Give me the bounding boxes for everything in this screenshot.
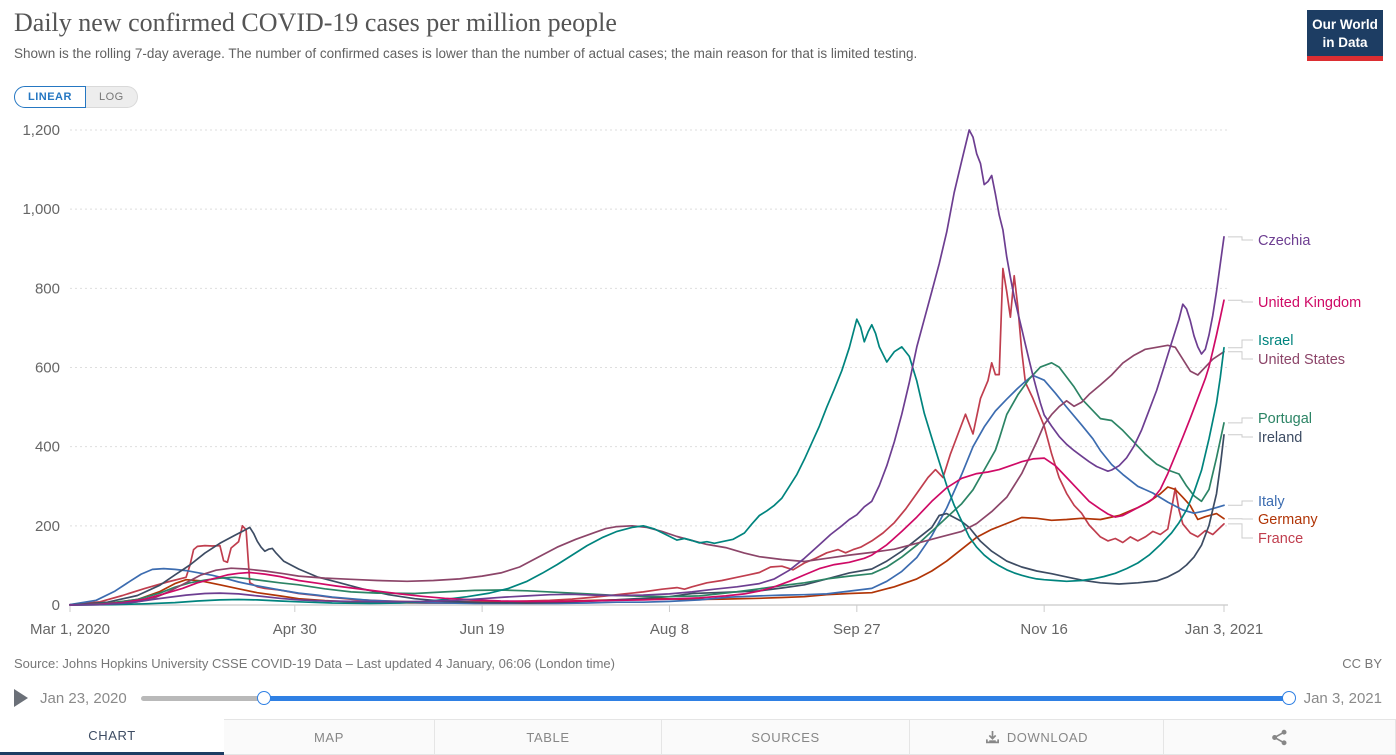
- tab-bar: CHART MAP TABLE SOURCES DOWNLOAD: [0, 719, 1396, 755]
- x-axis: Mar 1, 2020 Apr 30 Jun 19 Aug 8 Sep 27 Nov 16…: [30, 605, 1263, 638]
- linear-button[interactable]: LINEAR: [14, 86, 86, 108]
- share-icon: [1272, 729, 1287, 745]
- timeline: Jan 23, 2020 Jan 3, 2021: [14, 683, 1382, 713]
- series-line-italy[interactable]: [69, 374, 1225, 606]
- timeline-track-unselected[interactable]: [140, 695, 264, 701]
- timeline-end-handle[interactable]: [1281, 690, 1296, 705]
- tab-sources[interactable]: SOURCES: [662, 719, 910, 755]
- y-gridlines: 0 200 400 600 800 1,000 1,200: [22, 122, 1228, 614]
- series-label-ireland[interactable]: Ireland: [1258, 430, 1302, 446]
- play-icon[interactable]: [14, 689, 28, 707]
- label-connector: [1228, 523, 1253, 539]
- owid-logo-line1: Our World: [1312, 17, 1378, 32]
- tab-chart[interactable]: CHART: [0, 719, 224, 755]
- download-icon: [985, 730, 999, 743]
- series-line-united-states[interactable]: [69, 344, 1225, 606]
- tab-download[interactable]: DOWNLOAD: [910, 719, 1164, 755]
- series-label-portugal[interactable]: Portugal: [1258, 411, 1312, 427]
- series-label-israel[interactable]: Israel: [1258, 333, 1293, 349]
- license-note: CC BY: [1342, 656, 1382, 671]
- tab-map[interactable]: MAP: [224, 719, 435, 755]
- label-connector: [1228, 434, 1253, 438]
- timeline-slider[interactable]: [140, 690, 1296, 705]
- y-tick-label: 200: [35, 518, 60, 535]
- y-tick-label: 400: [35, 439, 60, 456]
- page-subtitle: Shown is the rolling 7-day average. The …: [14, 46, 918, 61]
- series-line-france[interactable]: [69, 267, 1225, 606]
- series-line-czechia[interactable]: [69, 129, 1225, 606]
- x-tick-label: Nov 16: [1020, 621, 1068, 638]
- series-label-italy[interactable]: Italy: [1258, 494, 1285, 510]
- timeline-start-handle[interactable]: [256, 690, 271, 705]
- owid-logo-line2: in Data: [1322, 34, 1368, 50]
- label-connector: [1228, 339, 1253, 349]
- label-connector: [1228, 236, 1253, 241]
- timeline-track-selected[interactable]: [263, 695, 1290, 701]
- timeline-start-label: Jan 23, 2020: [40, 689, 127, 707]
- series-labels: Czechia United Kingdom Israel United States…: [1228, 233, 1361, 547]
- footer-row: Source: Johns Hopkins University CSSE CO…: [14, 656, 1382, 671]
- series-line-germany[interactable]: [69, 486, 1225, 606]
- series-line-portugal[interactable]: [69, 361, 1225, 606]
- scale-toggle: LINEAR LOG: [14, 86, 138, 108]
- label-connector: [1228, 417, 1253, 424]
- series-label-czechia[interactable]: Czechia: [1258, 233, 1311, 249]
- tab-table[interactable]: TABLE: [435, 719, 662, 755]
- series-line-united-kingdom[interactable]: [69, 299, 1225, 606]
- x-tick-label: Aug 8: [650, 621, 689, 638]
- y-tick-label: 800: [35, 280, 60, 297]
- source-note: Source: Johns Hopkins University CSSE CO…: [14, 656, 615, 671]
- x-tick-label: Mar 1, 2020: [30, 621, 110, 638]
- series-line-israel[interactable]: [69, 318, 1225, 606]
- series-lines: [69, 129, 1225, 606]
- y-tick-label: 1,000: [22, 201, 60, 218]
- tab-share[interactable]: [1164, 719, 1396, 755]
- y-tick-label: 600: [35, 360, 60, 377]
- x-tick-label: Apr 30: [273, 621, 317, 638]
- log-button[interactable]: LOG: [85, 86, 138, 108]
- x-tick-label: Sep 27: [833, 621, 881, 638]
- timeline-end-label: Jan 3, 2021: [1303, 689, 1382, 707]
- y-tick-label: 0: [52, 597, 60, 614]
- owid-logo: Our World in Data: [1307, 10, 1383, 62]
- series-label-united-states[interactable]: United States: [1258, 352, 1345, 368]
- page-title: Daily new confirmed COVID-19 cases per m…: [14, 8, 617, 37]
- x-tick-label: Jan 3, 2021: [1185, 621, 1263, 638]
- chart-canvas[interactable]: 0 200 400 600 800 1,000 1,200 Mar 1, 2020 Apr 30…: [0, 0, 1396, 680]
- label-connector: [1228, 299, 1253, 303]
- series-label-united-kingdom[interactable]: United Kingdom: [1258, 295, 1361, 311]
- series-label-france[interactable]: France: [1258, 531, 1303, 547]
- label-connector: [1228, 351, 1253, 360]
- label-connector: [1228, 500, 1253, 506]
- y-tick-label: 1,200: [22, 122, 60, 139]
- series-label-germany[interactable]: Germany: [1258, 512, 1318, 528]
- x-tick-label: Jun 19: [460, 621, 505, 638]
